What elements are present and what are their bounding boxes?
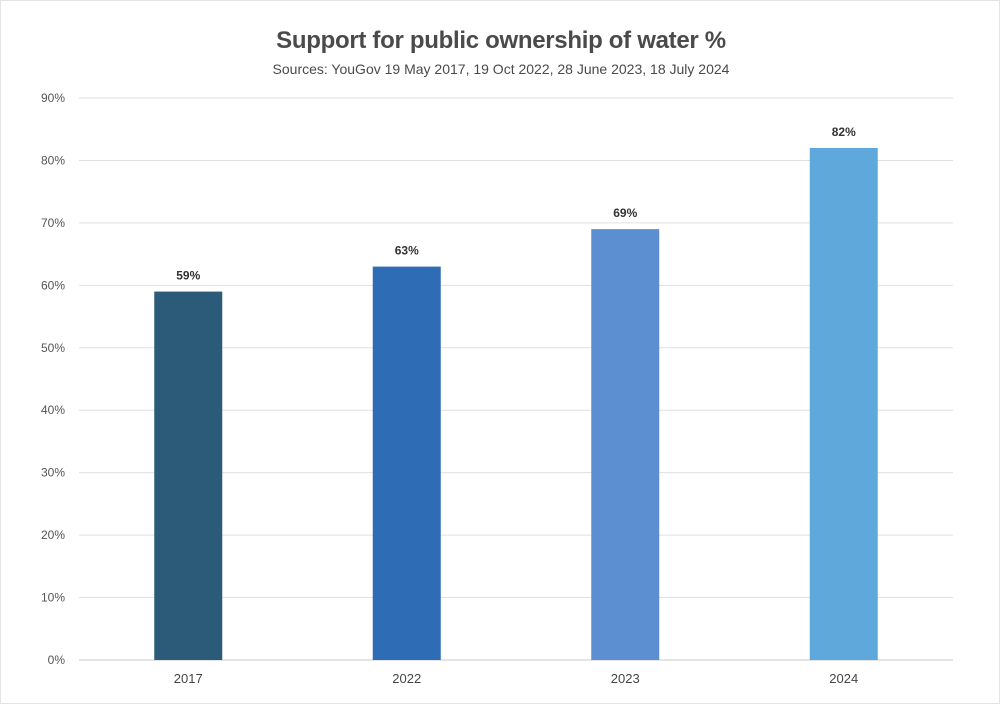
x-tick-label: 2022 xyxy=(392,671,421,686)
data-label: 69% xyxy=(613,206,637,220)
y-tick-label: 90% xyxy=(41,91,65,105)
y-tick-label: 40% xyxy=(41,403,65,417)
x-tick-label: 2023 xyxy=(611,671,640,686)
y-tick-label: 20% xyxy=(41,528,65,542)
bar-2022 xyxy=(372,266,441,660)
data-label: 59% xyxy=(176,269,200,283)
x-tick-label: 2024 xyxy=(829,671,858,686)
data-label: 63% xyxy=(395,244,419,258)
chart-title: Support for public ownership of water % xyxy=(276,27,726,54)
data-label: 82% xyxy=(832,125,856,139)
x-tick-label: 2017 xyxy=(174,671,203,686)
y-tick-label: 10% xyxy=(41,591,65,605)
y-tick-label: 30% xyxy=(41,466,65,480)
y-tick-label: 70% xyxy=(41,216,65,230)
bar-2023 xyxy=(591,229,660,660)
bar-2017 xyxy=(154,291,223,660)
y-tick-label: 50% xyxy=(41,341,65,355)
y-tick-label: 0% xyxy=(48,653,66,667)
bar-2024 xyxy=(809,147,878,660)
y-tick-label: 80% xyxy=(41,153,65,167)
chart-subtitle: Sources: YouGov 19 May 2017, 19 Oct 2022… xyxy=(272,61,730,77)
y-tick-label: 60% xyxy=(41,278,65,292)
